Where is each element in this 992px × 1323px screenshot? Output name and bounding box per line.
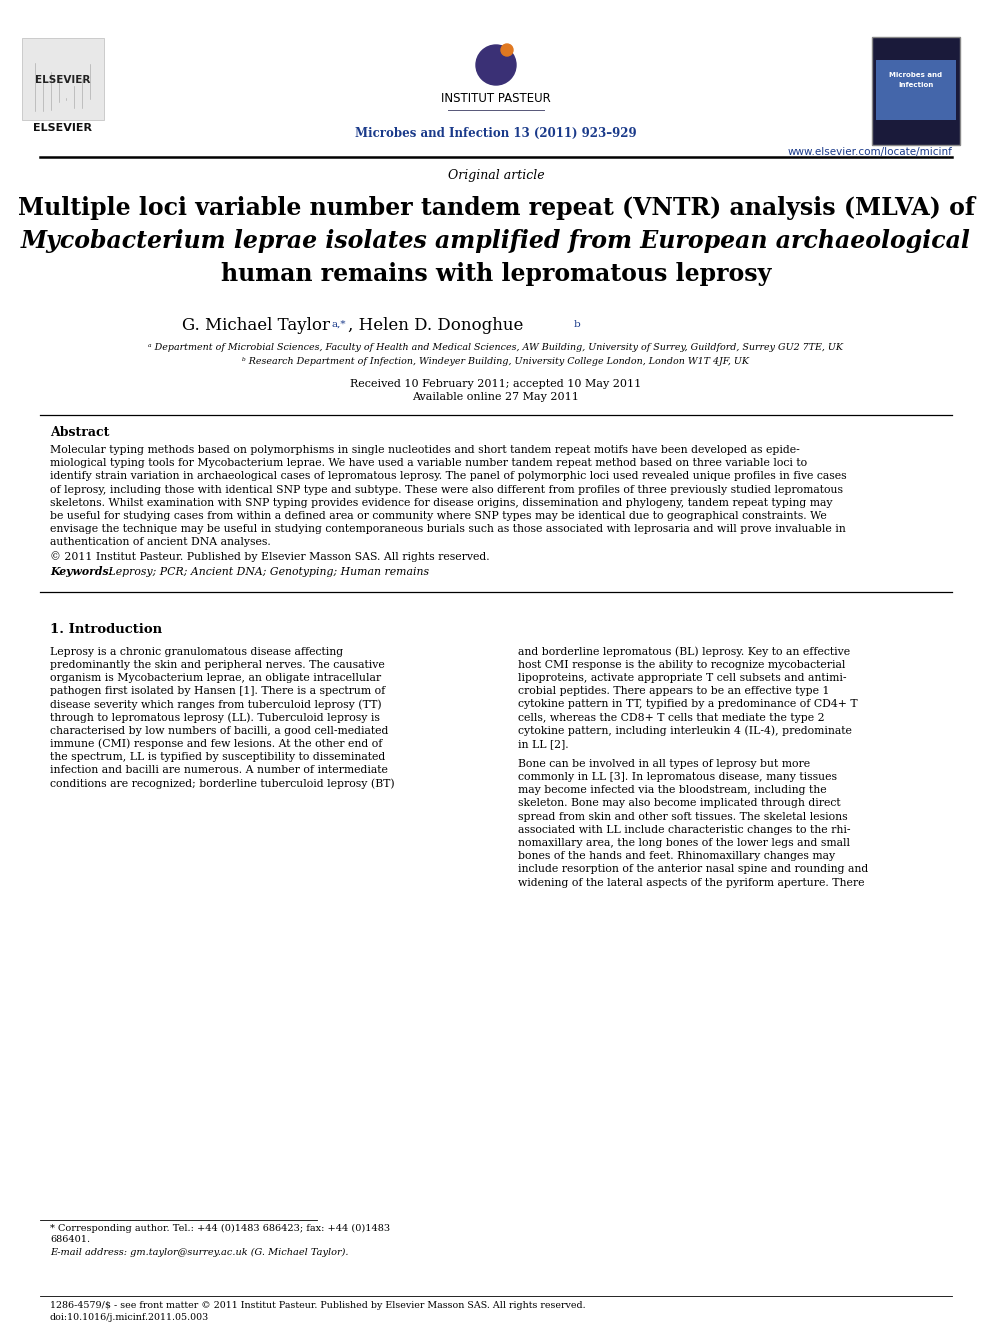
Text: b: b (574, 320, 580, 329)
Text: organism is Mycobacterium leprae, an obligate intracellular: organism is Mycobacterium leprae, an obl… (50, 673, 381, 683)
Text: identify strain variation in archaeological cases of lepromatous leprosy. The pa: identify strain variation in archaeologi… (50, 471, 846, 482)
Text: and borderline lepromatous (BL) leprosy. Key to an effective: and borderline lepromatous (BL) leprosy.… (518, 647, 850, 658)
Text: Original article: Original article (447, 168, 545, 181)
Text: Leprosy; PCR; Ancient DNA; Genotyping; Human remains: Leprosy; PCR; Ancient DNA; Genotyping; H… (105, 566, 430, 577)
FancyBboxPatch shape (876, 60, 956, 120)
Text: Abstract: Abstract (50, 426, 109, 438)
Text: Available online 27 May 2011: Available online 27 May 2011 (413, 392, 579, 402)
Text: ᵃ Department of Microbial Sciences, Faculty of Health and Medical Sciences, AW B: ᵃ Department of Microbial Sciences, Facu… (149, 344, 843, 352)
Text: crobial peptides. There appears to be an effective type 1: crobial peptides. There appears to be an… (518, 687, 829, 696)
Text: authentication of ancient DNA analyses.: authentication of ancient DNA analyses. (50, 537, 271, 548)
Text: , Helen D. Donoghue: , Helen D. Donoghue (348, 316, 524, 333)
Text: be useful for studying cases from within a defined area or community where SNP t: be useful for studying cases from within… (50, 511, 826, 521)
Text: * Corresponding author. Tel.: +44 (0)1483 686423; fax: +44 (0)1483: * Corresponding author. Tel.: +44 (0)148… (50, 1224, 390, 1233)
Text: immune (CMI) response and few lesions. At the other end of: immune (CMI) response and few lesions. A… (50, 738, 382, 749)
Text: cells, whereas the CD8+ T cells that mediate the type 2: cells, whereas the CD8+ T cells that med… (518, 713, 824, 722)
Text: Microbes and: Microbes and (890, 71, 942, 78)
Text: skeletons. Whilst examination with SNP typing provides evidence for disease orig: skeletons. Whilst examination with SNP t… (50, 497, 832, 508)
Text: in LL [2].: in LL [2]. (518, 740, 568, 749)
Circle shape (501, 44, 513, 56)
Text: Infection: Infection (899, 82, 933, 89)
Text: envisage the technique may be useful in studying contemporaneous burials such as: envisage the technique may be useful in … (50, 524, 846, 534)
Text: Microbes and Infection 13 (2011) 923–929: Microbes and Infection 13 (2011) 923–929 (355, 127, 637, 139)
Text: ELSEVIER: ELSEVIER (36, 75, 90, 85)
Text: through to lepromatous leprosy (LL). Tuberculoid leprosy is: through to lepromatous leprosy (LL). Tub… (50, 712, 380, 722)
Text: skeleton. Bone may also become implicated through direct: skeleton. Bone may also become implicate… (518, 798, 840, 808)
Text: disease severity which ranges from tuberculoid leprosy (TT): disease severity which ranges from tuber… (50, 699, 382, 709)
Text: ᵇ Research Department of Infection, Windeyer Building, University College London: ᵇ Research Department of Infection, Wind… (242, 357, 750, 366)
Text: spread from skin and other soft tissues. The skeletal lesions: spread from skin and other soft tissues.… (518, 811, 847, 822)
Circle shape (476, 45, 516, 85)
Text: Leprosy is a chronic granulomatous disease affecting: Leprosy is a chronic granulomatous disea… (50, 647, 343, 656)
Text: Bone can be involved in all types of leprosy but more: Bone can be involved in all types of lep… (518, 759, 810, 769)
Text: commonly in LL [3]. In lepromatous disease, many tissues: commonly in LL [3]. In lepromatous disea… (518, 773, 837, 782)
Text: Keywords:: Keywords: (50, 566, 113, 577)
Text: E-mail address: gm.taylor@surrey.ac.uk (G. Michael Taylor).: E-mail address: gm.taylor@surrey.ac.uk (… (50, 1248, 348, 1257)
Text: infection and bacilli are numerous. A number of intermediate: infection and bacilli are numerous. A nu… (50, 766, 388, 775)
Text: 1. Introduction: 1. Introduction (50, 623, 162, 636)
Text: ELSEVIER: ELSEVIER (34, 123, 92, 134)
Text: Received 10 February 2011; accepted 10 May 2011: Received 10 February 2011; accepted 10 M… (350, 378, 642, 389)
Text: the spectrum, LL is typified by susceptibility to disseminated: the spectrum, LL is typified by suscepti… (50, 753, 385, 762)
Text: may become infected via the bloodstream, including the: may become infected via the bloodstream,… (518, 785, 826, 795)
Text: characterised by low numbers of bacilli, a good cell-mediated: characterised by low numbers of bacilli,… (50, 726, 389, 736)
Text: lipoproteins, activate appropriate T cell subsets and antimi-: lipoproteins, activate appropriate T cel… (518, 673, 846, 683)
Text: of leprosy, including those with identical SNP type and subtype. These were also: of leprosy, including those with identic… (50, 484, 843, 495)
Text: a,*: a,* (331, 320, 345, 329)
Text: 1286-4579/$ - see front matter © 2011 Institut Pasteur. Published by Elsevier Ma: 1286-4579/$ - see front matter © 2011 In… (50, 1301, 585, 1310)
FancyBboxPatch shape (22, 38, 104, 120)
Text: human remains with lepromatous leprosy: human remains with lepromatous leprosy (221, 262, 771, 286)
Text: 686401.: 686401. (50, 1236, 90, 1245)
Text: conditions are recognized; borderline tuberculoid leprosy (BT): conditions are recognized; borderline tu… (50, 778, 395, 789)
Text: Molecular typing methods based on polymorphisms in single nucleotides and short : Molecular typing methods based on polymo… (50, 445, 800, 455)
Text: Multiple loci variable number tandem repeat (VNTR) analysis (MLVA) of: Multiple loci variable number tandem rep… (18, 196, 974, 220)
Text: bones of the hands and feet. Rhinomaxillary changes may: bones of the hands and feet. Rhinomaxill… (518, 851, 835, 861)
Text: include resorption of the anterior nasal spine and rounding and: include resorption of the anterior nasal… (518, 864, 868, 875)
Text: pathogen first isolated by Hansen [1]. There is a spectrum of: pathogen first isolated by Hansen [1]. T… (50, 687, 385, 696)
Text: www.elsevier.com/locate/micinf: www.elsevier.com/locate/micinf (788, 147, 952, 157)
Text: nomaxillary area, the long bones of the lower legs and small: nomaxillary area, the long bones of the … (518, 837, 850, 848)
FancyBboxPatch shape (872, 37, 960, 146)
Text: © 2011 Institut Pasteur. Published by Elsevier Masson SAS. All rights reserved.: © 2011 Institut Pasteur. Published by El… (50, 552, 490, 562)
Text: host CMI response is the ability to recognize mycobacterial: host CMI response is the ability to reco… (518, 660, 845, 669)
Text: INSTITUT PASTEUR: INSTITUT PASTEUR (441, 91, 551, 105)
Text: G. Michael Taylor: G. Michael Taylor (182, 316, 330, 333)
Text: cytokine pattern in TT, typified by a predominance of CD4+ T: cytokine pattern in TT, typified by a pr… (518, 700, 858, 709)
Text: miological typing tools for Mycobacterium leprae. We have used a variable number: miological typing tools for Mycobacteriu… (50, 458, 807, 468)
Text: predominantly the skin and peripheral nerves. The causative: predominantly the skin and peripheral ne… (50, 660, 385, 669)
Text: Mycobacterium leprae isolates amplified from European archaeological: Mycobacterium leprae isolates amplified … (21, 229, 971, 253)
Text: associated with LL include characteristic changes to the rhi-: associated with LL include characteristi… (518, 824, 850, 835)
Text: widening of the lateral aspects of the pyriform aperture. There: widening of the lateral aspects of the p… (518, 877, 864, 888)
Text: doi:10.1016/j.micinf.2011.05.003: doi:10.1016/j.micinf.2011.05.003 (50, 1312, 209, 1322)
Text: cytokine pattern, including interleukin 4 (IL-4), predominate: cytokine pattern, including interleukin … (518, 725, 852, 736)
